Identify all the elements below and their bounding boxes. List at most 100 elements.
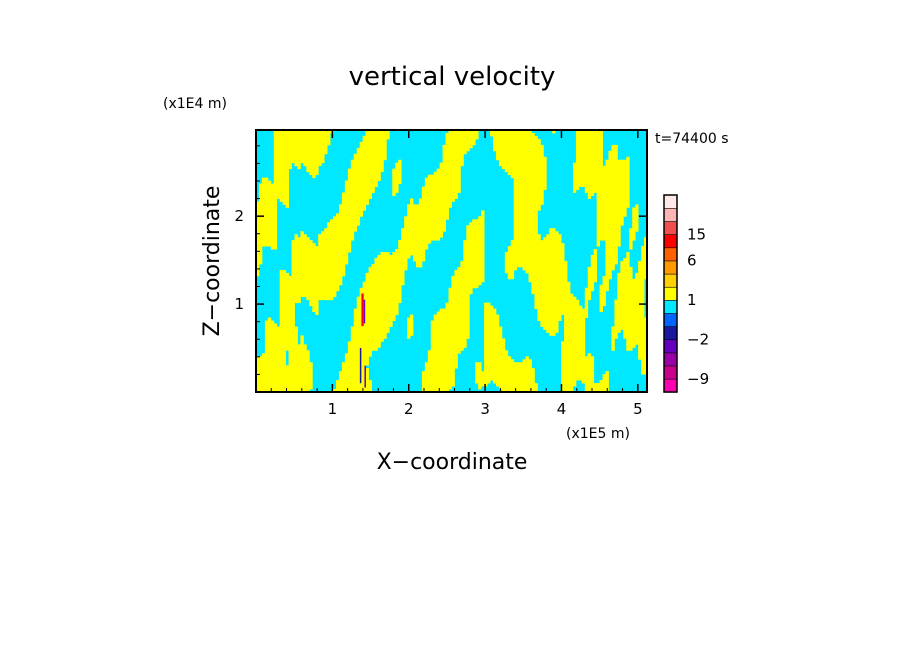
positive-velocity-cell — [463, 130, 467, 155]
positive-velocity-cell — [626, 252, 630, 351]
positive-velocity-cell — [335, 213, 340, 292]
colorbar-tick-label: 6 — [687, 252, 697, 270]
positive-velocity-cell — [377, 130, 381, 182]
positive-velocity-cell — [418, 198, 423, 268]
positive-velocity-cell — [439, 308, 444, 392]
positive-velocity-cell — [593, 249, 598, 283]
colorbar-tick-label: −2 — [687, 330, 709, 348]
positive-velocity-cell — [522, 359, 526, 392]
positive-velocity-cell — [590, 356, 595, 392]
positive-velocity-cell — [344, 353, 349, 392]
positive-velocity-cell — [324, 130, 328, 155]
positive-velocity-cell — [451, 130, 455, 202]
positive-velocity-cell — [335, 380, 340, 392]
positive-velocity-cell — [356, 147, 361, 226]
chart-title: vertical velocity — [349, 62, 556, 92]
positive-velocity-cell — [590, 130, 595, 196]
positive-velocity-cell — [285, 365, 289, 392]
positive-velocity-cell — [362, 281, 366, 392]
positive-velocity-cell — [495, 130, 500, 161]
positive-velocity-cell — [611, 144, 615, 271]
positive-velocity-cell — [412, 204, 417, 262]
positive-velocity-cell — [596, 130, 600, 247]
positive-velocity-cell — [492, 308, 497, 384]
positive-velocity-cell — [460, 130, 464, 167]
positive-velocity-cell — [466, 225, 470, 339]
positive-velocity-cell — [638, 261, 642, 360]
positive-velocity-cell — [427, 350, 432, 392]
positive-velocity-cell — [549, 228, 553, 336]
positive-velocity-cell — [611, 326, 615, 351]
positive-velocity-cell — [469, 130, 473, 149]
positive-velocity-cell — [264, 177, 269, 247]
positive-velocity-cell — [578, 130, 583, 187]
positive-velocity-cell — [534, 383, 538, 392]
positive-velocity-cell — [516, 130, 521, 268]
plot-frame — [255, 129, 648, 393]
positive-velocity-cell — [599, 130, 603, 241]
positive-velocity-cell — [439, 162, 444, 238]
positive-velocity-cell — [629, 266, 633, 351]
positive-velocity-cell — [368, 130, 372, 199]
positive-velocity-cell — [454, 269, 458, 369]
positive-velocity-cell — [490, 130, 494, 137]
positive-velocity-cell — [386, 130, 390, 140]
positive-velocity-cell — [534, 135, 538, 310]
positive-velocity-cell — [433, 171, 438, 241]
positive-velocity-cell — [312, 130, 316, 179]
positive-velocity-cell — [584, 287, 589, 318]
y-axis-title: Z−coordinate — [200, 186, 225, 337]
colorbar-swatch — [663, 365, 678, 380]
positive-velocity-cell — [356, 296, 361, 392]
colorbar-swatch — [663, 220, 678, 236]
positive-velocity-cell — [359, 287, 364, 392]
positive-velocity-cell — [623, 159, 627, 217]
positive-velocity-cell — [457, 266, 461, 354]
positive-velocity-cell — [457, 130, 461, 193]
positive-velocity-cell — [365, 130, 369, 205]
positive-velocity-cell — [256, 201, 260, 277]
positive-velocity-cell — [395, 162, 399, 193]
positive-velocity-cell — [555, 231, 559, 333]
positive-velocity-cell — [572, 296, 577, 387]
positive-velocity-cell — [282, 269, 287, 392]
positive-velocity-cell — [333, 216, 337, 298]
positive-velocity-cell — [258, 183, 263, 265]
positive-velocity-cell — [540, 240, 544, 327]
positive-velocity-cell — [507, 246, 512, 280]
colorbar-swatch — [663, 207, 678, 222]
positive-velocity-cell — [531, 368, 535, 392]
positive-velocity-cell — [392, 168, 396, 196]
positive-velocity-cell — [407, 317, 411, 339]
positive-velocity-cell — [359, 141, 364, 217]
positive-velocity-cell — [587, 130, 592, 199]
positive-velocity-cell — [407, 204, 411, 259]
colorbar-swatch — [663, 234, 678, 249]
positive-velocity-cell — [321, 231, 325, 301]
positive-velocity-cell — [306, 130, 310, 173]
positive-velocity-cell — [318, 234, 322, 301]
positive-velocity-cell — [454, 130, 458, 199]
positive-velocity-cell — [261, 353, 266, 392]
positive-velocity-cell — [315, 130, 319, 176]
positive-velocity-cell — [430, 174, 435, 241]
positive-velocity-cell — [472, 219, 476, 289]
plot-area — [256, 130, 647, 392]
positive-velocity-cell — [421, 371, 426, 392]
positive-velocity-cell — [475, 219, 479, 289]
positive-velocity-cell — [380, 252, 384, 342]
positive-velocity-cell — [291, 240, 295, 392]
positive-velocity-cell — [374, 258, 378, 351]
positive-velocity-cell — [398, 240, 402, 304]
positive-velocity-cell — [371, 130, 375, 193]
positive-velocity-cell — [279, 130, 284, 202]
positive-velocity-cell — [306, 237, 310, 301]
positive-velocity-cell — [587, 266, 592, 301]
colorbar-swatch — [663, 312, 678, 327]
positive-velocity-cell — [415, 204, 420, 268]
positive-velocity-cell — [365, 368, 369, 392]
positive-velocity-cell — [552, 130, 556, 134]
positive-velocity-cell — [285, 272, 289, 351]
positive-velocity-cell — [501, 338, 506, 392]
